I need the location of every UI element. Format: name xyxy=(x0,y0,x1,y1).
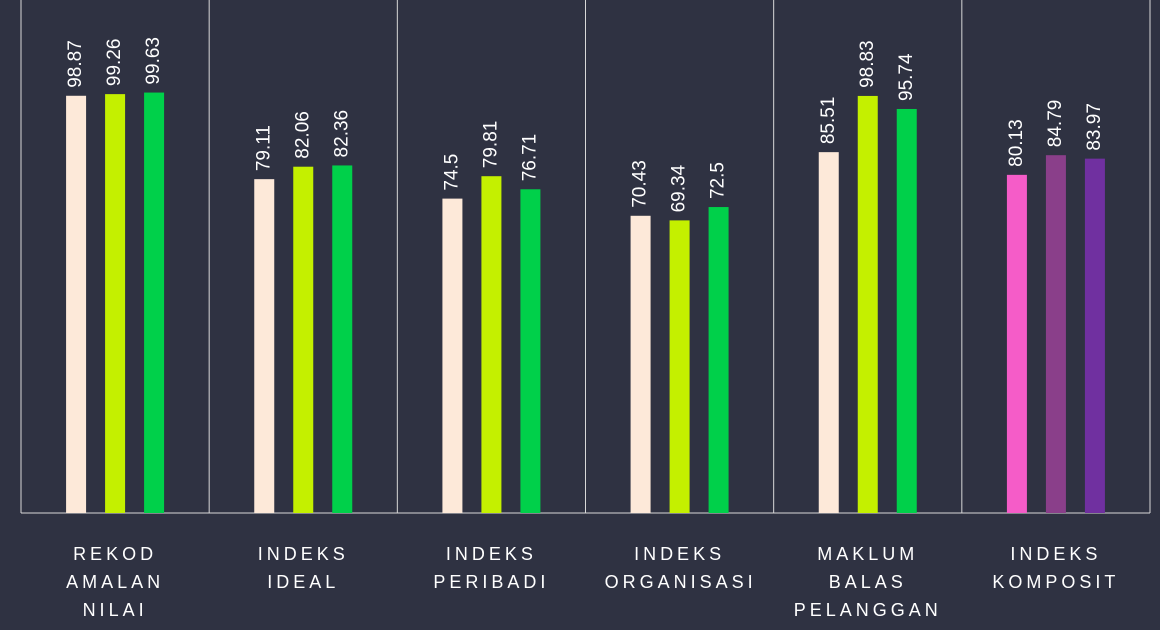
bar xyxy=(66,95,87,513)
value-label: 98.83 xyxy=(857,40,878,88)
value-label: 82.36 xyxy=(331,110,352,158)
bar xyxy=(442,198,463,514)
value-label: 82.06 xyxy=(292,111,313,159)
x-tick-label: INDEKS ORGANISASI xyxy=(604,544,757,592)
x-tick-label: INDEKS PERIBADI xyxy=(433,544,550,592)
bar xyxy=(708,207,729,514)
bar xyxy=(818,152,839,513)
value-label: 99.63 xyxy=(143,37,164,85)
bar xyxy=(1006,174,1027,514)
value-label: 83.97 xyxy=(1084,103,1105,151)
x-tick-label: MAKLUM BALAS PELANGGAN xyxy=(793,544,942,620)
bar xyxy=(293,166,314,514)
value-label: 99.26 xyxy=(104,39,125,87)
value-label: 70.43 xyxy=(630,160,651,208)
value-label: 84.79 xyxy=(1045,100,1066,148)
x-tick-label: INDEKS IDEAL xyxy=(257,544,349,592)
bar xyxy=(1084,158,1105,513)
bar xyxy=(105,94,126,513)
x-tick-label: REKOD AMALAN NILAI xyxy=(66,544,165,620)
value-label: 95.74 xyxy=(896,53,917,101)
bar xyxy=(254,179,275,513)
bar xyxy=(630,215,651,513)
value-label: 74.5 xyxy=(441,154,462,191)
value-label: 80.13 xyxy=(1006,119,1027,167)
bar xyxy=(144,92,165,513)
bar xyxy=(520,189,541,513)
bar xyxy=(332,165,353,513)
value-label: 76.71 xyxy=(519,134,540,182)
value-label: 98.87 xyxy=(65,40,86,88)
bar xyxy=(481,176,502,514)
bar xyxy=(857,95,878,513)
value-label: 69.34 xyxy=(669,164,690,212)
bar xyxy=(1045,155,1066,513)
bar xyxy=(669,220,690,513)
value-label: 79.81 xyxy=(480,121,501,169)
bar xyxy=(896,108,917,513)
x-tick-label: INDEKS KOMPOSIT xyxy=(992,544,1120,592)
value-label: 72.5 xyxy=(708,162,729,199)
value-label: 79.11 xyxy=(253,125,274,171)
value-label: 85.51 xyxy=(818,97,839,145)
